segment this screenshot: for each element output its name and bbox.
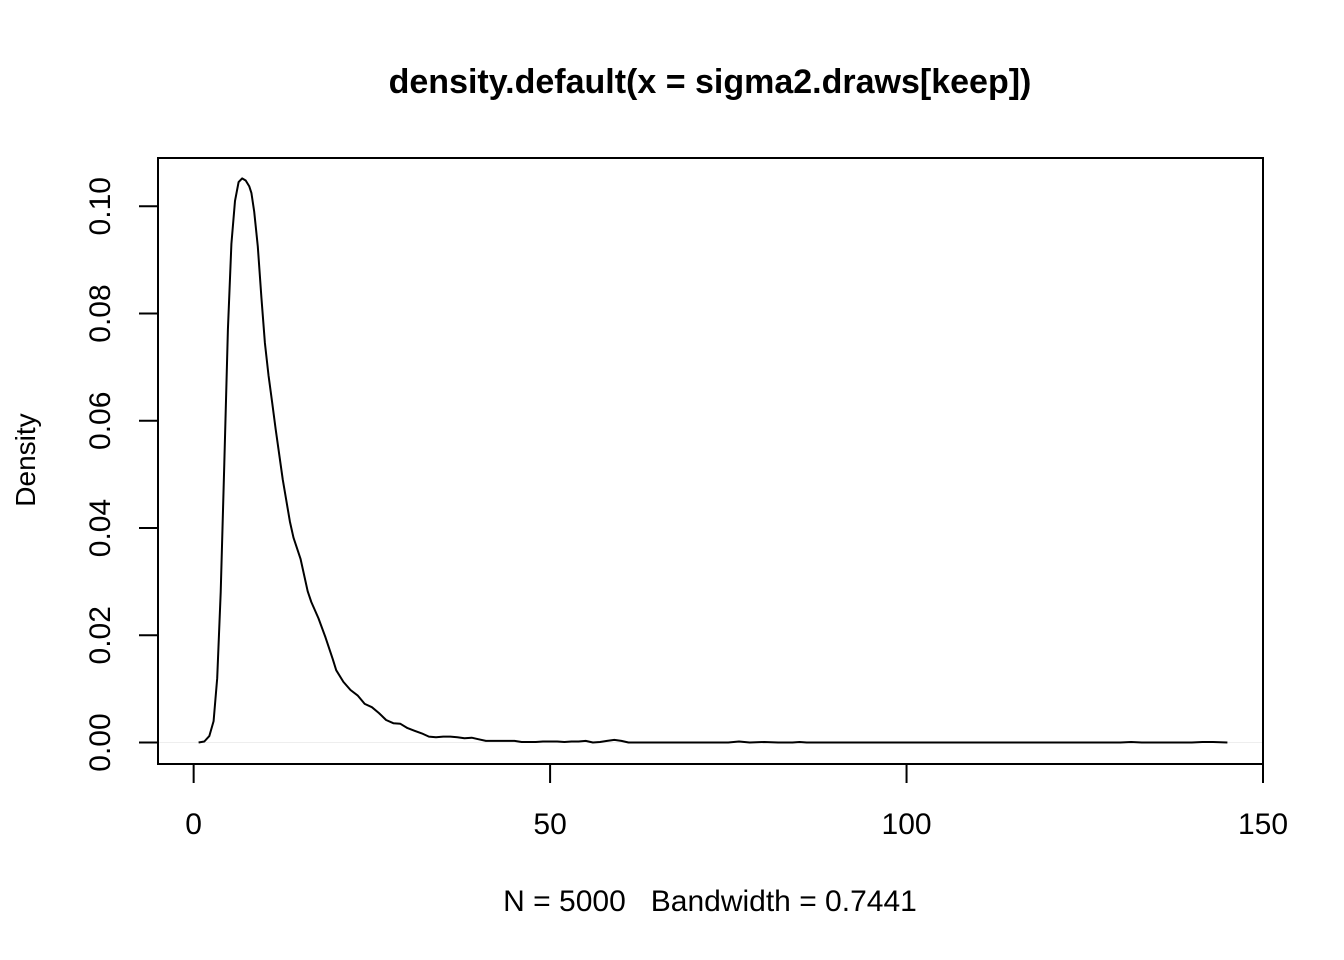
y-tick-label: 0.06 xyxy=(84,392,117,450)
x-axis-label: N = 5000 Bandwidth = 0.7441 xyxy=(503,885,917,918)
y-axis-label: Density xyxy=(10,413,41,506)
y-tick-label: 0.10 xyxy=(84,177,117,235)
plot-frame xyxy=(157,157,1264,765)
x-tick-label: 50 xyxy=(533,808,566,841)
x-tick-label: 100 xyxy=(882,808,932,841)
x-tick-label: 150 xyxy=(1238,808,1288,841)
chart-title: density.default(x = sigma2.draws[keep]) xyxy=(389,63,1032,101)
x-tick-label: 0 xyxy=(185,808,202,841)
y-tick-label: 0.04 xyxy=(84,499,117,557)
y-tick-label: 0.00 xyxy=(84,713,117,771)
density-curve xyxy=(198,177,1228,744)
y-tick-label: 0.02 xyxy=(84,606,117,664)
x-axis: 0 50 100 150 xyxy=(185,763,1288,841)
density-series xyxy=(198,177,1228,744)
y-axis: 0.00 0.02 0.04 0.06 0.08 0.10 xyxy=(84,177,159,772)
y-tick-label: 0.08 xyxy=(84,284,117,342)
